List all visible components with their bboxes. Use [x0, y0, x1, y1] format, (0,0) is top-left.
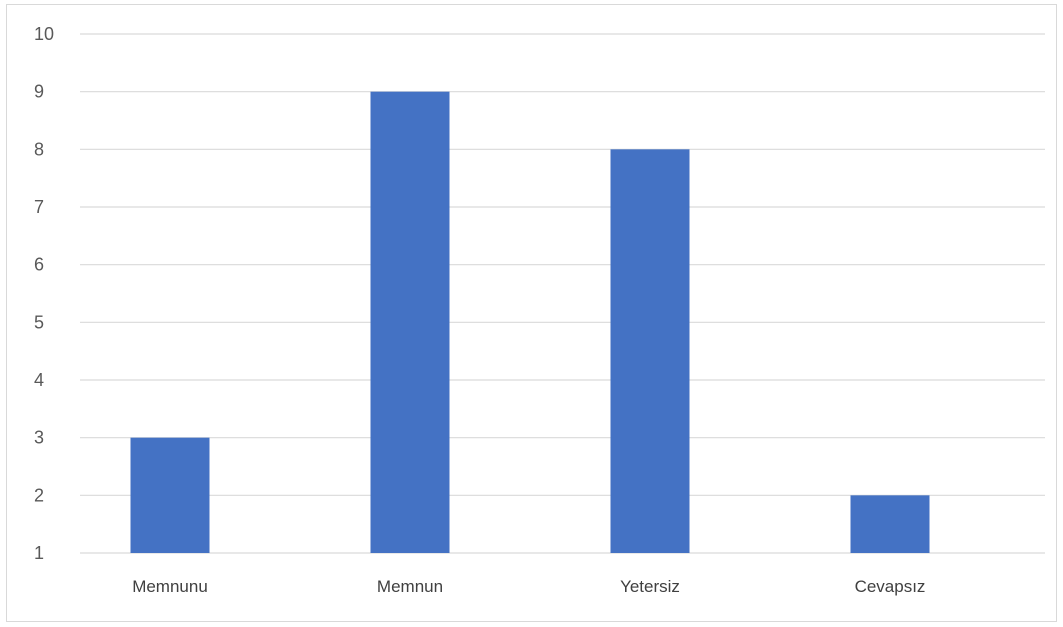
- y-tick-label: 7: [34, 197, 44, 217]
- y-tick-label: 6: [34, 255, 44, 275]
- bar-cevapsız: [850, 495, 930, 553]
- bar-yetersiz: [610, 149, 690, 554]
- x-category-label: Yetersiz: [620, 577, 680, 596]
- x-category-label: Memnun: [377, 577, 443, 596]
- bars: [130, 91, 930, 554]
- y-tick-label: 8: [34, 139, 44, 159]
- y-tick-label: 10: [34, 24, 54, 44]
- y-axis-ticks: 1 2 3 4 5 6 7 8 9 10: [34, 24, 54, 563]
- x-category-label: Memnunu: [132, 577, 208, 596]
- y-tick-label: 5: [34, 312, 44, 332]
- x-category-label: Cevapsız: [855, 577, 926, 596]
- bar-memnun: [370, 91, 450, 554]
- x-axis-categories: Memnunu Memnun Yetersiz Cevapsız: [132, 577, 925, 596]
- y-tick-label: 1: [34, 543, 44, 563]
- y-tick-label: 3: [34, 428, 44, 448]
- y-tick-label: 9: [34, 82, 44, 102]
- bar-memnunu: [130, 437, 210, 553]
- y-tick-label: 4: [34, 370, 44, 390]
- gridlines: [80, 33, 1045, 554]
- y-tick-label: 2: [34, 485, 44, 505]
